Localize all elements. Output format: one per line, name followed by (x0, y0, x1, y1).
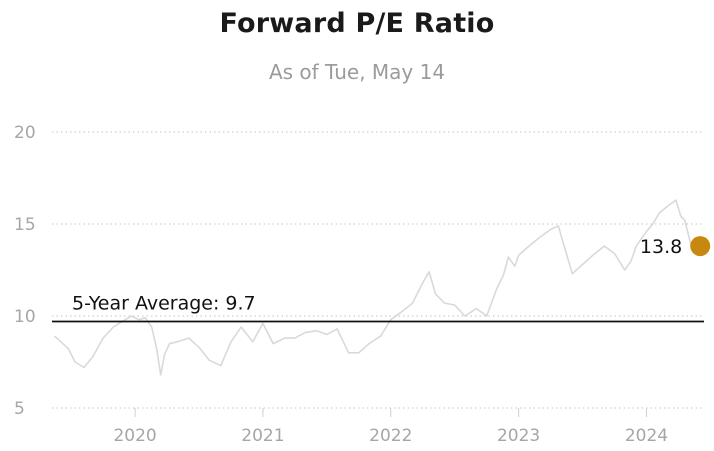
x-tick-label: 2023 (497, 426, 540, 446)
pe-ratio-series-line (54, 199, 692, 376)
x-tick-label: 2020 (113, 426, 156, 446)
y-tick-label: 20 (14, 123, 36, 143)
x-tick-label: 2022 (369, 426, 412, 446)
y-tick-label: 15 (14, 215, 36, 235)
latest-value-label: 13.8 (640, 236, 682, 258)
x-tick-label: 2021 (241, 426, 284, 446)
latest-value-dot (690, 236, 711, 257)
y-tick-label: 10 (14, 307, 36, 327)
y-tick-label: 5 (14, 399, 25, 419)
x-tick-label: 2024 (625, 426, 668, 446)
chart-subtitle: As of Tue, May 14 (268, 60, 446, 84)
chart-title: Forward P/E Ratio (219, 8, 495, 39)
average-label: 5-Year Average: 9.7 (72, 293, 256, 315)
